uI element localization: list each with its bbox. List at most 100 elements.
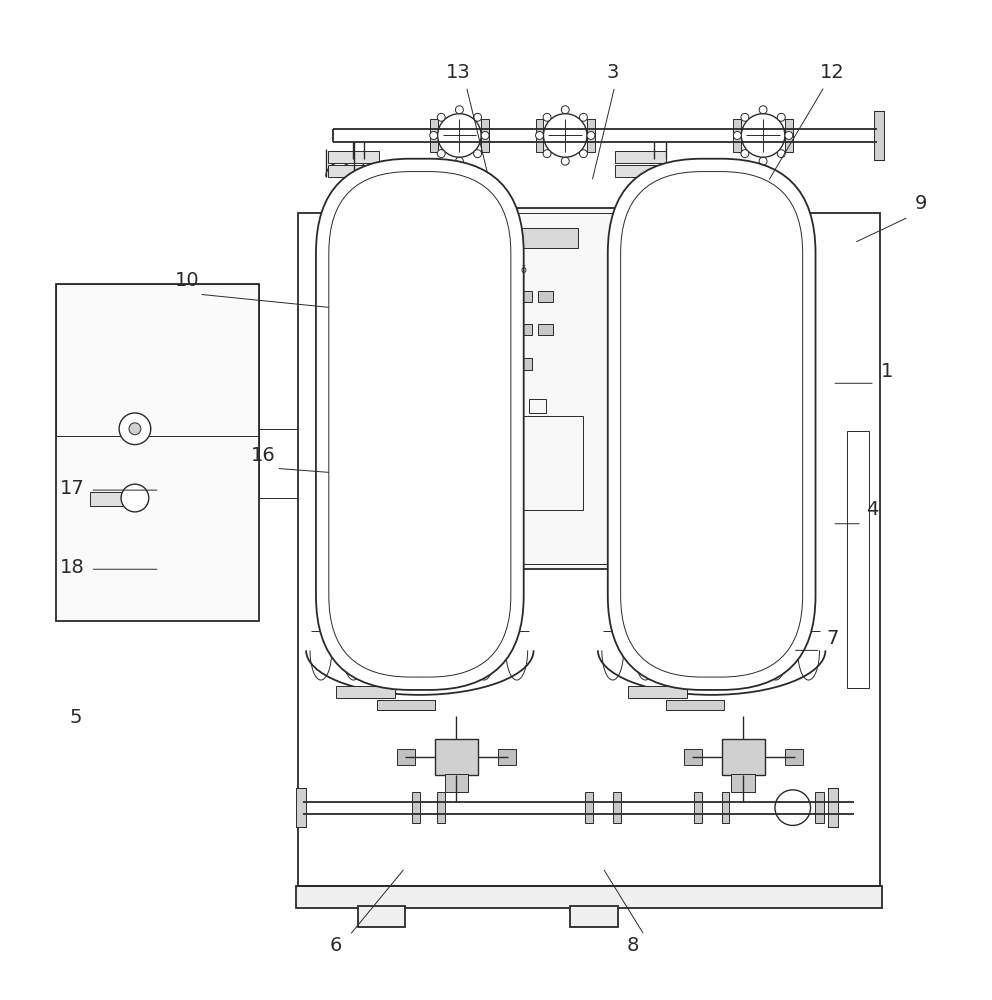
Bar <box>499 399 517 413</box>
Bar <box>613 792 621 823</box>
Bar <box>494 324 510 335</box>
Circle shape <box>437 150 445 158</box>
Bar <box>628 686 686 698</box>
Circle shape <box>473 150 481 158</box>
FancyBboxPatch shape <box>608 159 815 690</box>
Bar <box>721 792 729 823</box>
Circle shape <box>455 106 463 114</box>
Bar <box>469 399 487 413</box>
Circle shape <box>759 157 767 165</box>
Bar <box>785 119 793 152</box>
Text: 6: 6 <box>329 936 342 955</box>
Bar <box>335 686 395 698</box>
Bar <box>667 700 723 710</box>
FancyBboxPatch shape <box>328 172 511 677</box>
Bar <box>828 788 838 827</box>
Text: 16: 16 <box>251 446 276 465</box>
Text: 10: 10 <box>175 271 199 290</box>
Text: 18: 18 <box>61 558 85 577</box>
Bar <box>481 119 489 152</box>
Circle shape <box>544 114 587 157</box>
Bar <box>615 165 667 177</box>
Circle shape <box>733 132 741 139</box>
Bar <box>327 165 379 177</box>
Bar <box>785 749 803 765</box>
Bar <box>472 324 488 335</box>
Circle shape <box>543 150 551 158</box>
Circle shape <box>775 790 810 825</box>
Circle shape <box>561 106 569 114</box>
Circle shape <box>481 132 489 139</box>
Text: 12: 12 <box>820 63 845 82</box>
Circle shape <box>455 157 463 165</box>
Circle shape <box>778 150 786 158</box>
Bar <box>472 291 488 302</box>
Bar <box>529 399 547 413</box>
Circle shape <box>741 114 785 157</box>
Bar <box>494 291 510 302</box>
Circle shape <box>778 113 786 121</box>
Circle shape <box>119 413 151 445</box>
Bar <box>514 358 532 370</box>
Bar <box>299 213 880 886</box>
Text: 5: 5 <box>69 708 81 727</box>
Bar <box>357 906 405 927</box>
Bar <box>327 151 379 163</box>
Bar <box>90 492 130 506</box>
Bar <box>585 792 593 823</box>
Bar <box>434 739 478 775</box>
Bar <box>516 291 532 302</box>
Bar <box>377 700 434 710</box>
Bar <box>444 774 468 792</box>
Bar <box>874 111 884 160</box>
Circle shape <box>741 113 749 121</box>
Circle shape <box>129 423 141 435</box>
Bar <box>420 213 712 564</box>
FancyBboxPatch shape <box>316 159 524 690</box>
Text: 13: 13 <box>446 63 471 82</box>
Bar <box>56 284 259 621</box>
Circle shape <box>121 484 149 512</box>
Bar <box>469 228 578 248</box>
Bar <box>297 886 882 908</box>
Bar <box>615 151 667 163</box>
Circle shape <box>437 113 445 121</box>
Circle shape <box>579 113 587 121</box>
Circle shape <box>543 113 551 121</box>
Bar <box>498 749 516 765</box>
Text: 3: 3 <box>606 63 619 82</box>
Bar <box>847 431 869 688</box>
Text: 8: 8 <box>626 936 639 955</box>
Bar <box>397 749 415 765</box>
Bar <box>297 788 307 827</box>
Text: 9: 9 <box>916 194 928 213</box>
Circle shape <box>437 114 481 157</box>
Circle shape <box>587 132 595 139</box>
Bar <box>538 291 554 302</box>
Bar <box>397 240 417 270</box>
Bar <box>570 906 618 927</box>
Bar <box>538 324 554 335</box>
Circle shape <box>536 132 544 139</box>
Bar <box>516 324 532 335</box>
Circle shape <box>785 132 793 139</box>
Bar <box>721 739 765 775</box>
Text: 7: 7 <box>826 629 838 648</box>
Bar <box>693 792 701 823</box>
Bar <box>814 792 824 823</box>
Bar <box>412 792 420 823</box>
Bar <box>430 119 437 152</box>
Bar <box>683 749 701 765</box>
Circle shape <box>473 113 481 121</box>
Circle shape <box>741 150 749 158</box>
Circle shape <box>561 157 569 165</box>
Bar <box>466 352 484 376</box>
Bar <box>489 416 583 510</box>
Text: 1: 1 <box>881 362 893 381</box>
Circle shape <box>759 106 767 114</box>
Bar <box>415 208 717 569</box>
Bar <box>587 119 595 152</box>
Circle shape <box>430 132 437 139</box>
Text: 17: 17 <box>61 479 85 498</box>
FancyBboxPatch shape <box>621 172 803 677</box>
